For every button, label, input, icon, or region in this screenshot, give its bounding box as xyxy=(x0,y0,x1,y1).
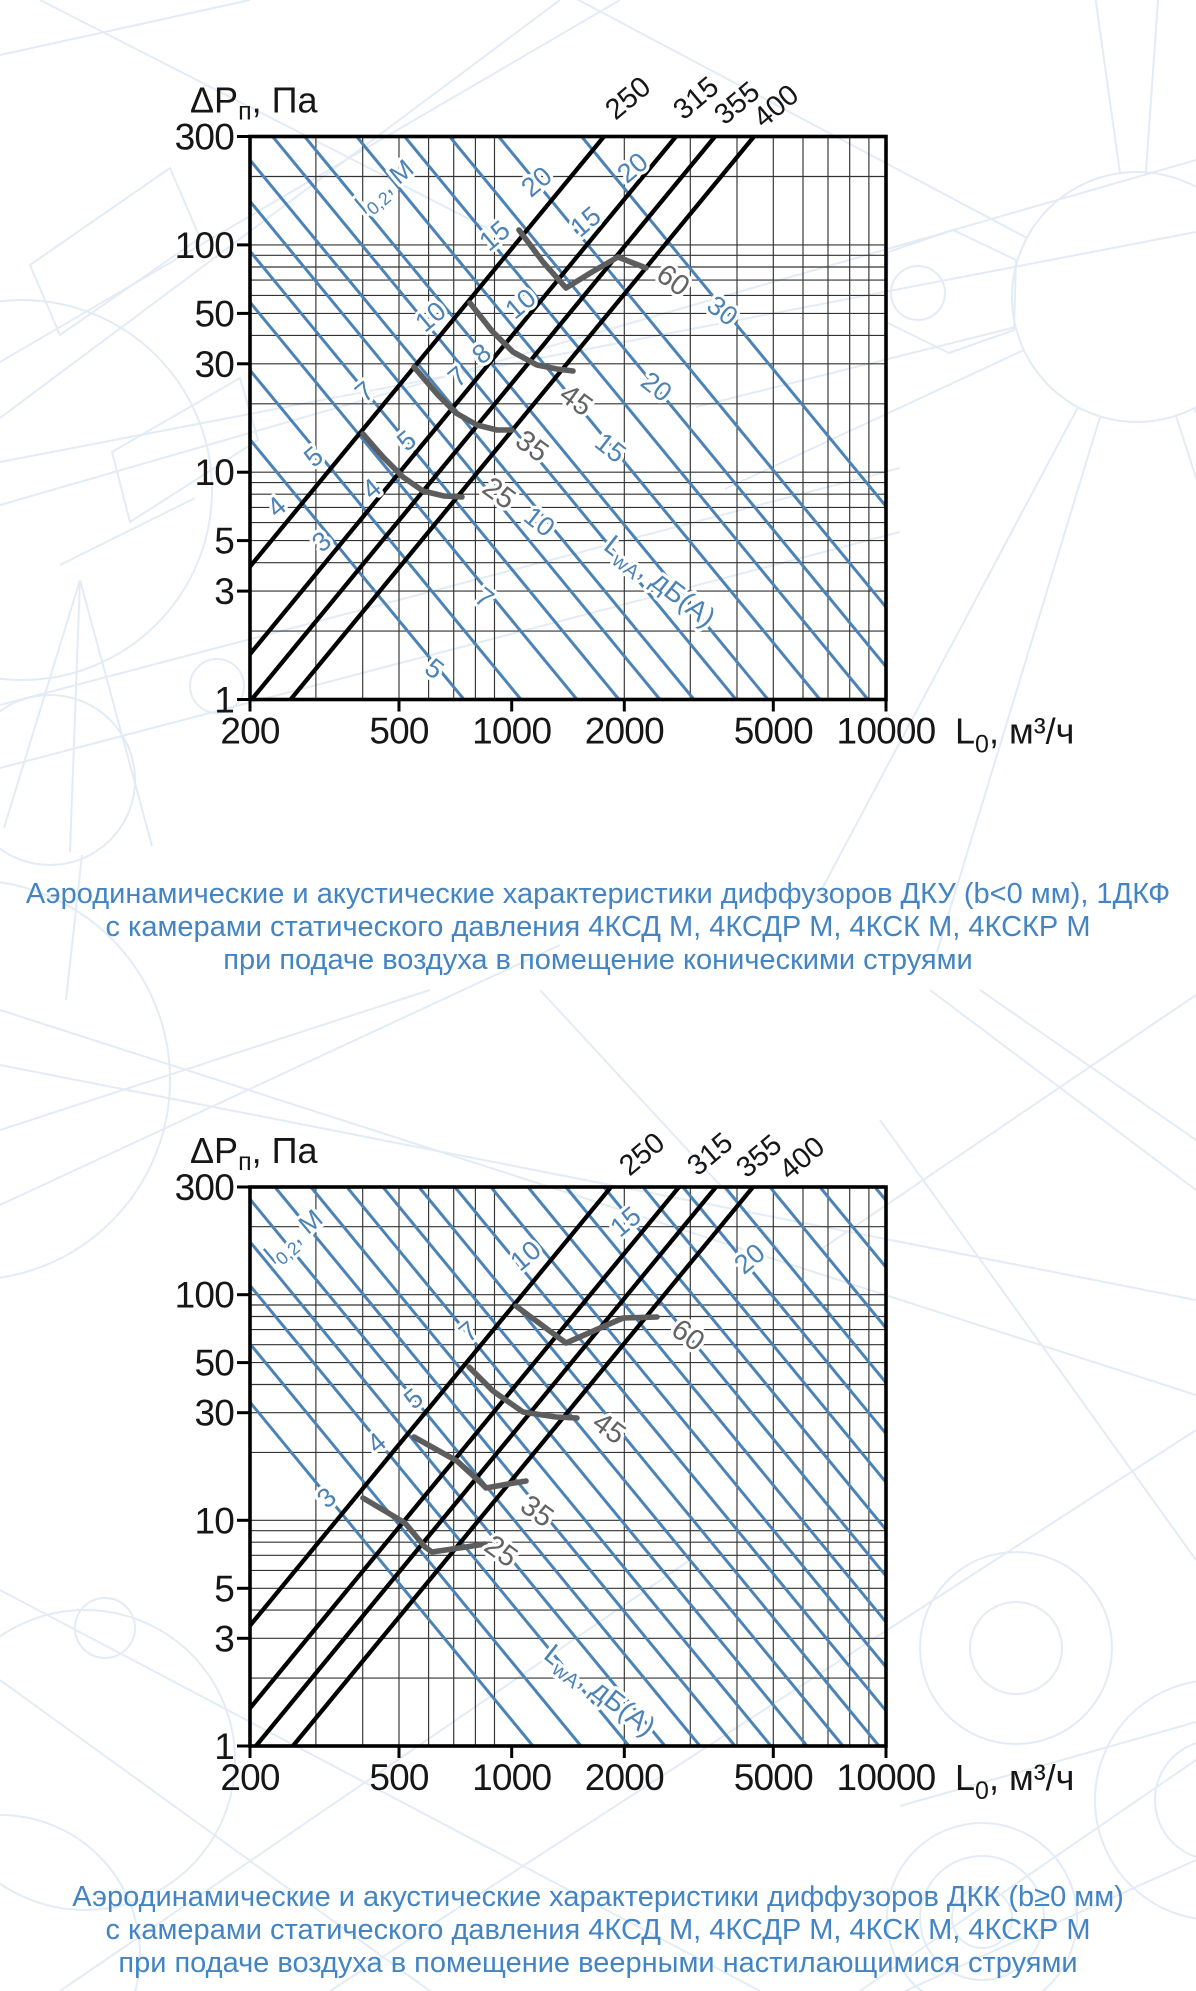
svg-text:ΔPп, Па: ΔPп, Па xyxy=(190,1130,318,1176)
svg-text:2000: 2000 xyxy=(585,1757,664,1798)
svg-text:100: 100 xyxy=(175,1275,235,1316)
svg-text:100: 100 xyxy=(175,225,235,266)
svg-text:30: 30 xyxy=(194,344,234,385)
svg-text:10: 10 xyxy=(194,452,234,493)
svg-text:при подаче воздуха в помещение: при подаче воздуха в помещение веерными … xyxy=(118,1947,1077,1979)
svg-text:5000: 5000 xyxy=(734,711,813,752)
svg-text:L0, м³/ч: L0, м³/ч xyxy=(955,711,1074,759)
svg-text:3: 3 xyxy=(214,1618,234,1659)
svg-text:при подаче воздуха в помещение: при подаче воздуха в помещение конически… xyxy=(223,944,973,976)
svg-text:с камерами статического давлен: с камерами статического давления 4КСД М,… xyxy=(105,911,1090,943)
svg-text:2000: 2000 xyxy=(585,711,664,752)
svg-text:L0, м³/ч: L0, м³/ч xyxy=(955,1757,1074,1805)
svg-text:500: 500 xyxy=(369,1757,429,1798)
svg-text:1: 1 xyxy=(214,680,234,721)
svg-text:50: 50 xyxy=(194,1343,234,1384)
svg-text:50: 50 xyxy=(194,293,234,334)
svg-text:с камерами статического давлен: с камерами статического давления 4КСД М,… xyxy=(105,1914,1090,1946)
svg-text:10000: 10000 xyxy=(837,711,936,752)
svg-text:1: 1 xyxy=(214,1726,234,1767)
svg-text:500: 500 xyxy=(369,711,429,752)
svg-text:10000: 10000 xyxy=(837,1757,936,1798)
svg-text:200: 200 xyxy=(220,711,280,752)
svg-text:ΔPп, Па: ΔPп, Па xyxy=(190,80,318,126)
svg-text:10: 10 xyxy=(194,1500,234,1541)
svg-text:30: 30 xyxy=(194,1393,234,1434)
svg-text:5: 5 xyxy=(214,521,234,562)
svg-text:200: 200 xyxy=(220,1757,280,1798)
svg-text:3: 3 xyxy=(214,571,234,612)
svg-text:1000: 1000 xyxy=(472,711,551,752)
svg-text:5000: 5000 xyxy=(734,1757,813,1798)
svg-text:5: 5 xyxy=(214,1568,234,1609)
svg-text:1000: 1000 xyxy=(472,1757,551,1798)
svg-text:300: 300 xyxy=(175,117,235,158)
svg-text:300: 300 xyxy=(175,1167,235,1208)
svg-text:Аэродинамические и акустически: Аэродинамические и акустические характер… xyxy=(72,1881,1124,1913)
svg-text:Аэродинамические и акустически: Аэродинамические и акустические характер… xyxy=(26,878,1170,910)
